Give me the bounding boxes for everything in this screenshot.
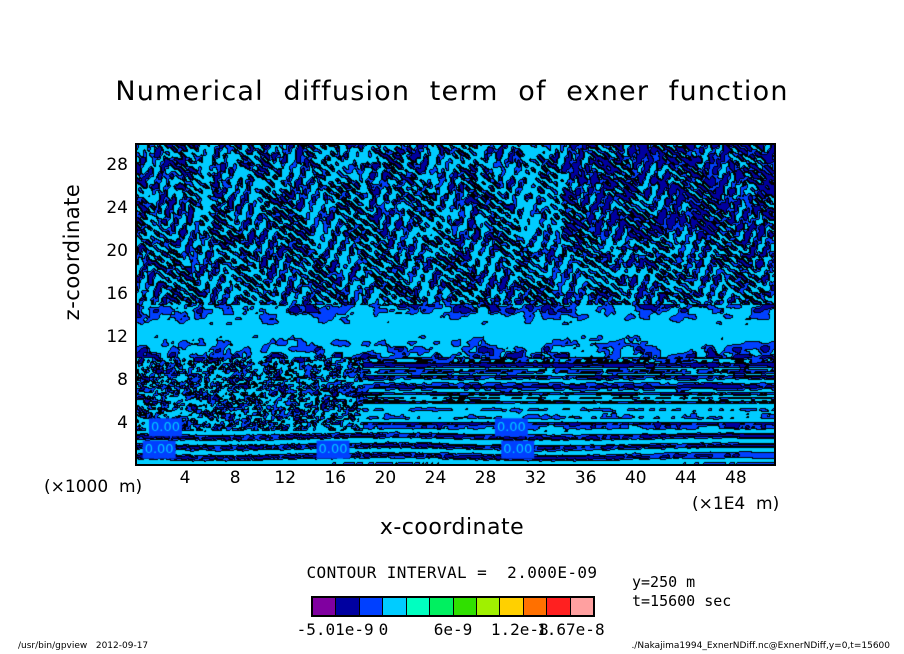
colorbar-swatch xyxy=(523,598,548,615)
colorbar-tick-labels: -5.01e-9 0 6e-9 1.2e-8 1.67e-8 xyxy=(297,620,605,640)
colorbar-swatch xyxy=(383,598,407,615)
colorbar-swatch xyxy=(406,598,431,615)
x-axis-ticks: 4 8 12 16 20 24 28 32 36 40 44 48 xyxy=(135,468,776,490)
x-tick-label: 44 xyxy=(675,468,697,488)
colorbar-tick-label: -5.01e-9 xyxy=(296,620,374,639)
y-tick-label: 16 xyxy=(106,283,128,304)
page-title: Numerical diffusion term of exner functi… xyxy=(115,76,789,107)
x-axis-unit: (×1E4 m) xyxy=(692,494,780,514)
x-tick-label: 32 xyxy=(524,468,547,488)
x-tick-label: 24 xyxy=(424,468,447,488)
y-tick-label: 8 xyxy=(117,369,128,390)
y-tick-label: 4 xyxy=(117,412,128,433)
colorbar xyxy=(311,596,595,617)
colorbar-tick-label: 1.67e-8 xyxy=(537,620,605,639)
colorbar-swatch xyxy=(359,598,384,615)
colorbar-tick-label: 1.2e-8 xyxy=(490,620,549,639)
x-tick-label: 36 xyxy=(574,468,597,488)
colorbar-swatch xyxy=(430,598,454,615)
x-tick-label: 4 xyxy=(179,468,191,488)
y-tick-label: 20 xyxy=(106,240,128,261)
time-label: t=15600 sec xyxy=(632,592,732,610)
colorbar-tick-label: 6e-9 xyxy=(433,620,473,639)
colorbar-tick-label: 0 xyxy=(378,620,389,639)
colorbar-swatch xyxy=(476,598,501,615)
x-tick-label: 28 xyxy=(474,468,497,488)
x-tick-label: 8 xyxy=(229,468,241,488)
x-tick-label: 12 xyxy=(274,468,297,488)
colorbar-swatch xyxy=(500,598,524,615)
y-axis-ticks: 4 8 12 16 20 24 28 xyxy=(96,143,128,466)
slice-annotations: y=250 m t=15600 sec xyxy=(632,573,731,611)
y-tick-label: 12 xyxy=(106,326,128,347)
y-axis-unit: (×1000 m) xyxy=(44,477,143,497)
y-tick-label: 24 xyxy=(106,197,128,218)
contour-plot-area xyxy=(135,143,776,466)
x-tick-label: 16 xyxy=(324,468,347,488)
x-axis-title: x-coordinate xyxy=(379,515,525,540)
contour-interval-label: CONTOUR INTERVAL = 2.000E-09 xyxy=(306,563,598,582)
contour-field-canvas xyxy=(137,145,774,464)
colorbar-swatch xyxy=(547,598,571,615)
colorbar-swatch xyxy=(570,598,594,615)
colorbar-swatch xyxy=(336,598,360,615)
footer-command: /usr/bin/gpview 2012-09-17 xyxy=(18,641,149,651)
footer-datasource: ./Nakajima1994_ExnerNDiff.nc@ExnerNDiff,… xyxy=(631,641,890,651)
colorbar-swatch xyxy=(313,598,337,615)
x-tick-label: 20 xyxy=(374,468,397,488)
x-tick-label: 48 xyxy=(725,468,747,488)
colorbar-swatch xyxy=(453,598,477,615)
x-tick-label: 40 xyxy=(624,468,647,488)
y-slice-label: y=250 m xyxy=(632,573,696,591)
y-axis-title: z-coordinate xyxy=(60,183,84,321)
y-tick-label: 28 xyxy=(106,154,128,175)
